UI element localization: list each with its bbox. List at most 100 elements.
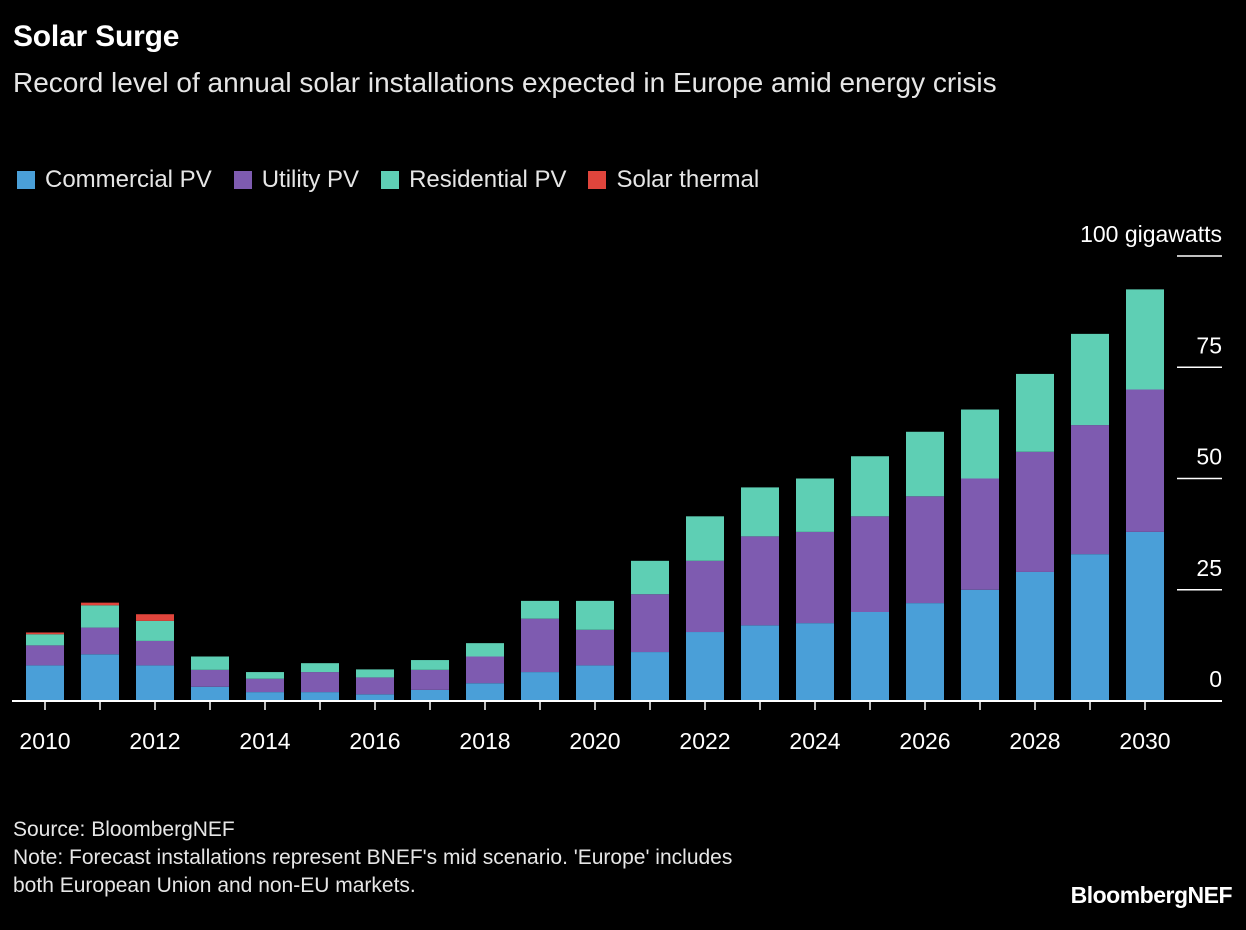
legend-swatch-utility-pv bbox=[233, 171, 252, 189]
bar-2015-utility-pv bbox=[301, 672, 339, 693]
bar-2024-commercial-pv bbox=[796, 623, 834, 701]
bar-2019-residential-pv bbox=[521, 600, 559, 619]
bar-2022-commercial-pv bbox=[686, 632, 724, 701]
bar-2011-residential-pv bbox=[81, 605, 119, 628]
bar-2015-commercial-pv bbox=[301, 692, 339, 701]
bar-2020-residential-pv bbox=[576, 600, 614, 630]
bar-2026-utility-pv bbox=[906, 496, 944, 604]
x-tick-label-2026: 2026 bbox=[899, 728, 950, 754]
bar-2026-residential-pv bbox=[906, 431, 944, 497]
bar-2010-utility-pv bbox=[26, 645, 64, 666]
bar-2018-commercial-pv bbox=[466, 683, 504, 701]
chart-title: Solar Surge bbox=[13, 20, 180, 53]
bar-2028-utility-pv bbox=[1016, 451, 1054, 572]
x-tick-label-2010: 2010 bbox=[19, 728, 70, 754]
legend-label-solar-thermal: Solar thermal bbox=[616, 166, 760, 193]
bar-2021-commercial-pv bbox=[631, 652, 669, 701]
x-tick-label-2030: 2030 bbox=[1119, 728, 1170, 754]
bar-2020-commercial-pv bbox=[576, 665, 614, 701]
legend-label-utility-pv: Utility PV bbox=[261, 166, 360, 193]
bar-2014-utility-pv bbox=[246, 678, 284, 693]
legend-swatch-commercial-pv bbox=[17, 171, 35, 189]
bar-2028-residential-pv bbox=[1016, 373, 1054, 452]
legend-item-commercial-pv: Commercial PV bbox=[17, 166, 212, 194]
legend-item-utility-pv: Utility PV bbox=[233, 166, 360, 194]
y-tick-label-25: 25 bbox=[1196, 555, 1222, 581]
bar-2025-utility-pv bbox=[851, 516, 889, 612]
bar-2025-residential-pv bbox=[851, 456, 889, 517]
bar-2026-commercial-pv bbox=[906, 603, 944, 701]
bar-2023-utility-pv bbox=[741, 536, 779, 626]
legend-label-commercial-pv: Commercial PV bbox=[45, 166, 212, 193]
bar-2022-residential-pv bbox=[686, 516, 724, 561]
y-tick-label-100: 100 gigawatts bbox=[1080, 221, 1222, 247]
bar-2014-residential-pv bbox=[246, 672, 284, 679]
bar-2020-utility-pv bbox=[576, 629, 614, 666]
bar-2012-residential-pv bbox=[136, 620, 174, 641]
bar-2030-utility-pv bbox=[1126, 389, 1164, 532]
chart-subtitle: Record level of annual solar installatio… bbox=[13, 67, 997, 98]
bar-2010-residential-pv bbox=[26, 634, 64, 646]
bar-2027-utility-pv bbox=[961, 478, 999, 590]
bar-2017-commercial-pv bbox=[411, 689, 449, 701]
bar-2013-commercial-pv bbox=[191, 686, 229, 701]
bar-2025-commercial-pv bbox=[851, 612, 889, 701]
x-tick-label-2018: 2018 bbox=[459, 728, 510, 754]
legend-item-solar-thermal: Solar thermal bbox=[588, 166, 759, 194]
bar-2017-utility-pv bbox=[411, 669, 449, 690]
bar-2018-utility-pv bbox=[466, 656, 504, 684]
bar-2014-commercial-pv bbox=[246, 692, 284, 701]
bar-2022-utility-pv bbox=[686, 560, 724, 633]
bar-2019-commercial-pv bbox=[521, 672, 559, 701]
note-text-line-1: Note: Forecast installations represent B… bbox=[13, 846, 733, 869]
bar-2021-residential-pv bbox=[631, 560, 669, 595]
x-tick-label-2022: 2022 bbox=[679, 728, 730, 754]
bar-2012-solar-thermal bbox=[136, 614, 174, 621]
bar-2016-residential-pv bbox=[356, 669, 394, 678]
bar-2010-solar-thermal bbox=[26, 632, 64, 635]
x-tick-label-2016: 2016 bbox=[349, 728, 400, 754]
bar-2030-commercial-pv bbox=[1126, 531, 1164, 701]
bar-2017-residential-pv bbox=[411, 660, 449, 670]
brand-logo-text: BloombergNEF bbox=[1070, 882, 1233, 908]
bar-2010-commercial-pv bbox=[26, 665, 64, 701]
legend-swatch-solar-thermal bbox=[588, 171, 607, 189]
bar-2011-utility-pv bbox=[81, 627, 119, 655]
bar-2013-residential-pv bbox=[191, 656, 229, 670]
source-text: Source: BloombergNEF bbox=[13, 818, 235, 841]
bar-2011-solar-thermal bbox=[81, 602, 119, 606]
x-tick-label-2014: 2014 bbox=[239, 728, 290, 754]
bar-2021-utility-pv bbox=[631, 594, 669, 653]
footer-notes: Source: BloombergNEF Note: Forecast inst… bbox=[13, 816, 732, 900]
y-tick-label-50: 50 bbox=[1196, 444, 1222, 470]
bar-2023-residential-pv bbox=[741, 487, 779, 537]
bar-2024-utility-pv bbox=[796, 531, 834, 624]
bar-2019-utility-pv bbox=[521, 618, 559, 673]
bar-2029-residential-pv bbox=[1071, 333, 1109, 426]
y-tick-label-75: 75 bbox=[1196, 332, 1222, 358]
bar-2012-utility-pv bbox=[136, 640, 174, 666]
legend-label-residential-pv: Residential PV bbox=[409, 166, 567, 193]
bar-2015-residential-pv bbox=[301, 663, 339, 673]
bar-2016-commercial-pv bbox=[356, 694, 394, 701]
bar-2016-utility-pv bbox=[356, 677, 394, 695]
bar-2011-commercial-pv bbox=[81, 654, 119, 701]
bar-2030-residential-pv bbox=[1126, 289, 1164, 390]
bar-2028-commercial-pv bbox=[1016, 571, 1054, 701]
x-tick-label-2012: 2012 bbox=[129, 728, 180, 754]
bar-2027-residential-pv bbox=[961, 409, 999, 479]
bar-2018-residential-pv bbox=[466, 643, 504, 657]
legend-swatch-residential-pv bbox=[381, 171, 400, 189]
x-tick-label-2020: 2020 bbox=[569, 728, 620, 754]
bar-2023-commercial-pv bbox=[741, 625, 779, 701]
note-text-line-2: both European Union and non-EU markets. bbox=[13, 874, 416, 897]
x-tick-label-2028: 2028 bbox=[1009, 728, 1060, 754]
legend: Commercial PV Utility PV Residential PV … bbox=[17, 166, 781, 194]
bar-2012-commercial-pv bbox=[136, 665, 174, 701]
legend-item-residential-pv: Residential PV bbox=[381, 166, 566, 194]
bar-2029-commercial-pv bbox=[1071, 554, 1109, 701]
bar-2029-utility-pv bbox=[1071, 425, 1109, 555]
bar-2013-utility-pv bbox=[191, 669, 229, 687]
bar-2024-residential-pv bbox=[796, 478, 834, 532]
